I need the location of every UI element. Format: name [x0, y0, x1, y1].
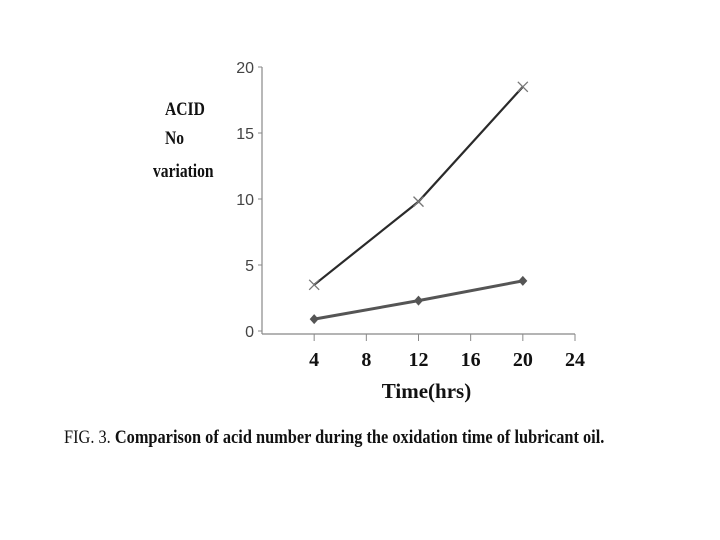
y-tick-label: 15 — [236, 126, 254, 143]
y-axis-title-line-1: ACID — [165, 99, 205, 120]
series-1-point — [413, 196, 424, 208]
y-axis-title-line-2: No — [165, 128, 185, 149]
x-tick-labels: 4 8 12 16 20 24 — [309, 334, 585, 371]
x-axis-title: Time(hrs) — [382, 379, 471, 403]
x-tick-label: 24 — [565, 349, 585, 371]
y-tick-label: 0 — [245, 324, 254, 341]
y-tick-labels: 0 5 10 15 20 — [236, 60, 262, 341]
series-2-point — [414, 295, 423, 306]
series-2-point — [309, 314, 319, 325]
figure-caption-label: FIG. 3. — [64, 427, 111, 448]
series-1-point — [517, 81, 529, 93]
x-tick-label: 20 — [513, 349, 533, 371]
chart-series — [308, 81, 529, 325]
series-2-point — [518, 275, 528, 286]
x-tick-label: 8 — [361, 349, 371, 371]
series-1-line — [313, 86, 524, 286]
series-1-point — [308, 279, 320, 291]
figure-caption-text: Comparison of acid number during the oxi… — [114, 427, 605, 448]
x-tick-label: 16 — [461, 349, 481, 371]
line-chart: 0 5 10 15 20 4 8 12 16 20 24 Time(hrs) — [236, 60, 585, 403]
y-tick-label: 20 — [236, 60, 254, 77]
x-tick-label: 4 — [309, 349, 319, 371]
y-tick-label: 5 — [245, 258, 254, 275]
figure-caption: FIG. 3. Comparison of acid number during… — [64, 427, 614, 449]
x-tick-label: 12 — [409, 349, 429, 371]
y-tick-label: 10 — [236, 192, 254, 209]
y-axis-title-line-3: variation — [153, 161, 214, 182]
